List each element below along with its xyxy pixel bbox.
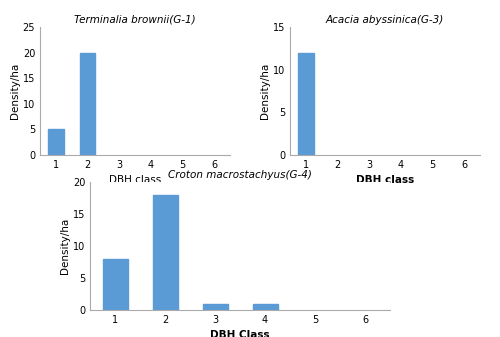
Y-axis label: Density/ha: Density/ha (260, 63, 270, 119)
Y-axis label: Density/ha: Density/ha (10, 63, 20, 119)
Bar (102, 259, 128, 310)
Bar (80, 53, 96, 155)
Title: Acacia abyssinica(G-3): Acacia abyssinica(G-3) (326, 15, 444, 25)
Bar (152, 195, 178, 310)
Bar (202, 304, 228, 310)
Bar (252, 304, 278, 310)
Title: Terminalia brownii(G-1): Terminalia brownii(G-1) (74, 15, 196, 25)
X-axis label: DBH Class: DBH Class (210, 331, 270, 337)
Y-axis label: Density/ha: Density/ha (60, 218, 70, 274)
X-axis label: DBH class: DBH class (109, 176, 161, 185)
Bar (298, 53, 314, 155)
Title: Croton macrostachyus(G-4): Croton macrostachyus(G-4) (168, 170, 312, 180)
X-axis label: DBH class: DBH class (356, 176, 414, 185)
Bar (48, 129, 64, 155)
